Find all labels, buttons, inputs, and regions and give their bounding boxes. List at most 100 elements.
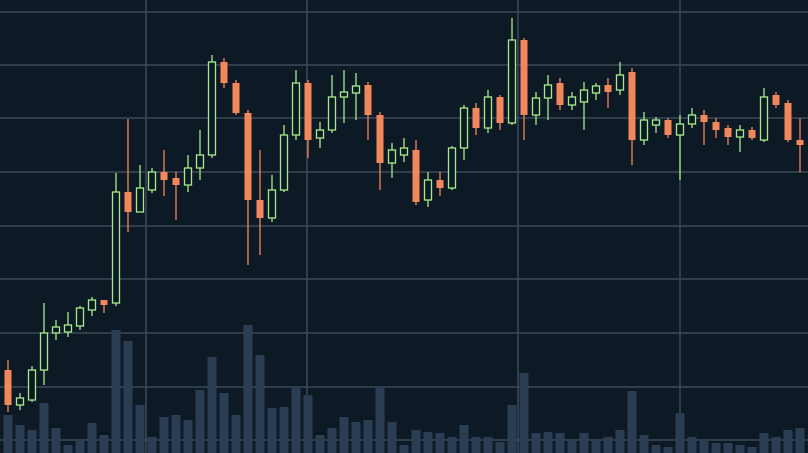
volume-bar	[267, 408, 277, 453]
candle-body	[376, 115, 384, 163]
volume-bar	[423, 432, 433, 453]
candle-body	[232, 83, 240, 113]
candle-body	[651, 119, 661, 126]
volume-layer	[3, 325, 805, 453]
candle-body	[784, 103, 792, 140]
candle	[124, 119, 132, 232]
candle	[304, 80, 312, 158]
volume-bar	[327, 428, 337, 453]
volume-bar	[795, 428, 805, 453]
candle-body	[472, 108, 480, 128]
candle	[232, 80, 240, 115]
candle	[483, 90, 493, 133]
candle	[291, 70, 301, 140]
volume-bar	[639, 435, 649, 453]
volume-bar	[27, 430, 37, 453]
volume-bar	[255, 355, 265, 453]
candle-body	[556, 83, 564, 105]
candle	[147, 168, 157, 193]
candle-body	[579, 89, 589, 103]
candle	[507, 18, 517, 125]
candle	[423, 172, 433, 207]
candle-body	[735, 129, 745, 138]
candle-body	[15, 397, 25, 406]
candle-body	[63, 324, 73, 333]
candle	[220, 58, 228, 88]
volume-bar	[183, 420, 193, 453]
volume-bar	[63, 445, 73, 453]
candle	[591, 83, 601, 100]
candle-body	[39, 332, 49, 371]
volume-bar	[471, 437, 481, 453]
candle	[447, 146, 457, 190]
candle-body	[675, 123, 685, 136]
candle	[412, 140, 420, 205]
candle	[39, 303, 49, 385]
volume-bar	[339, 417, 349, 453]
candle-body	[183, 167, 193, 186]
candle	[87, 297, 97, 316]
candle	[63, 312, 73, 337]
candle	[195, 130, 205, 180]
candle-body	[291, 82, 301, 136]
candle	[567, 92, 577, 110]
volume-bar	[627, 391, 637, 453]
candle-body	[339, 91, 349, 98]
volume-bar	[171, 415, 181, 453]
candle	[160, 150, 168, 196]
candle-body	[4, 370, 12, 405]
candle-body	[207, 61, 217, 156]
volume-bar	[507, 405, 517, 453]
volume-bar	[435, 433, 445, 453]
volume-bar	[135, 405, 145, 453]
candle-body	[748, 130, 756, 138]
candle	[207, 55, 217, 158]
candle-body	[267, 189, 277, 219]
volume-bar	[351, 422, 361, 453]
candle-body	[639, 119, 649, 141]
candle-body	[412, 150, 420, 202]
volume-bar	[459, 425, 469, 453]
candle	[664, 118, 672, 138]
candle	[315, 122, 325, 148]
candle-body	[135, 187, 145, 213]
candle	[100, 300, 108, 313]
candle	[399, 138, 409, 162]
candle	[543, 75, 553, 120]
candle-body	[423, 179, 433, 201]
candle-body	[351, 85, 361, 94]
candle-body	[315, 129, 325, 139]
volume-bar	[219, 393, 229, 453]
candle	[4, 360, 12, 412]
candle	[496, 95, 504, 130]
candle	[376, 112, 384, 190]
volume-bar	[759, 433, 769, 453]
candle	[675, 115, 685, 180]
volume-bar	[99, 435, 109, 453]
volume-bar	[711, 443, 721, 453]
volume-bar	[675, 413, 685, 453]
volume-bar	[207, 357, 217, 453]
candle	[531, 92, 541, 125]
candle-body	[399, 147, 409, 156]
candle	[639, 112, 649, 145]
candle-body	[75, 307, 85, 327]
volume-bar	[387, 422, 397, 453]
candle-body	[567, 96, 577, 106]
candle	[111, 173, 121, 306]
candle	[15, 393, 25, 410]
volume-bar	[447, 437, 457, 453]
candle-body	[195, 154, 205, 169]
volume-bar	[591, 440, 601, 453]
candle	[267, 175, 277, 222]
volume-bar	[363, 420, 373, 453]
candle	[183, 155, 193, 192]
candle-body	[172, 178, 180, 185]
candle	[327, 75, 337, 133]
candle-body	[147, 171, 157, 191]
candle-body	[700, 115, 708, 122]
candle-body	[327, 96, 337, 131]
volume-bar	[147, 437, 157, 453]
